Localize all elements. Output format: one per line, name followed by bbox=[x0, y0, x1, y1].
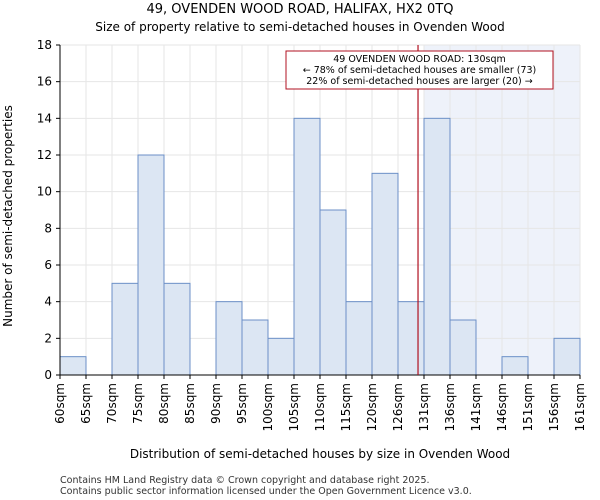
y-tick-label-5: 10 bbox=[37, 185, 52, 199]
bar-156sqm bbox=[553, 337, 581, 376]
y-tick-label-4: 8 bbox=[44, 221, 52, 235]
x-tick-label-156sqm: 156sqm bbox=[547, 383, 561, 431]
x-tick-label-126sqm: 126sqm bbox=[391, 383, 405, 431]
x-tick-label-110sqm: 110sqm bbox=[313, 383, 327, 431]
bar-120sqm bbox=[371, 172, 399, 376]
y-tick-label-6: 12 bbox=[37, 148, 52, 162]
x-tick-label-90sqm: 90sqm bbox=[209, 383, 223, 424]
x-tick-label-75sqm: 75sqm bbox=[131, 383, 145, 424]
x-tick-label-131sqm: 131sqm bbox=[417, 383, 431, 431]
plot-area: 0 2 4 6 8 10 12 14 16 18 60sqm 65sqm 70sqm 75sqm 80sqm… bbox=[37, 38, 587, 431]
bar-60sqm bbox=[59, 356, 87, 376]
x-tick-label-65sqm: 65sqm bbox=[79, 383, 93, 424]
chart-subtitle: Size of property relative to semi-detach… bbox=[95, 20, 504, 34]
bar-100sqm bbox=[267, 337, 295, 376]
x-tick-label-115sqm: 115sqm bbox=[339, 383, 353, 431]
x-tick-label-141sqm: 141sqm bbox=[469, 383, 483, 431]
x-tick-label-151sqm: 151sqm bbox=[521, 383, 535, 431]
x-tick-label-70sqm: 70sqm bbox=[105, 383, 119, 424]
bar-131sqm bbox=[423, 117, 451, 376]
x-tick-label-60sqm: 60sqm bbox=[53, 383, 67, 424]
bar-136sqm bbox=[449, 319, 477, 376]
x-tick-label-80sqm: 80sqm bbox=[157, 383, 171, 424]
x-tick-label-120sqm: 120sqm bbox=[365, 383, 379, 431]
x-tick-label-136sqm: 136sqm bbox=[443, 383, 457, 431]
y-tick-label-2: 4 bbox=[44, 295, 52, 309]
footer-line-1: Contains HM Land Registry data © Crown c… bbox=[60, 475, 430, 486]
annotation-line-2: ← 78% of semi-detached houses are smalle… bbox=[303, 65, 537, 76]
y-tick-label-9: 18 bbox=[37, 38, 52, 52]
bar-80sqm bbox=[163, 282, 191, 376]
x-tick-label-146sqm: 146sqm bbox=[495, 383, 509, 431]
y-tick-label-8: 16 bbox=[37, 75, 52, 89]
x-tick-label-161sqm: 161sqm bbox=[573, 383, 587, 431]
footer-line-2: Contains public sector information licen… bbox=[60, 486, 472, 497]
y-tick-label-0: 0 bbox=[44, 368, 52, 382]
bar-70sqm bbox=[111, 282, 139, 376]
annotation-box bbox=[285, 50, 554, 90]
chart-title: 49, OVENDEN WOOD ROAD, HALIFAX, HX2 0TQ bbox=[146, 2, 453, 17]
y-axis-label: Number of semi-detached properties bbox=[1, 105, 15, 327]
y-tick-label-7: 14 bbox=[37, 111, 52, 125]
bar-110sqm bbox=[319, 209, 347, 376]
bar-90sqm bbox=[215, 301, 243, 376]
y-tick-label-3: 6 bbox=[44, 258, 52, 272]
bar-105sqm bbox=[293, 117, 321, 376]
bar-95sqm bbox=[241, 319, 269, 376]
y-tick-label-1: 2 bbox=[44, 331, 52, 345]
x-axis-label: Distribution of semi-detached houses by … bbox=[130, 447, 510, 461]
annotation-line-1: 49 OVENDEN WOOD ROAD: 130sqm bbox=[333, 54, 505, 65]
bar-146sqm bbox=[501, 356, 529, 376]
x-tick-label-95sqm: 95sqm bbox=[235, 383, 249, 424]
x-tick-label-85sqm: 85sqm bbox=[183, 383, 197, 424]
bar-126sqm bbox=[397, 301, 425, 376]
bar-115sqm bbox=[345, 301, 373, 376]
annotation-line-3: 22% of semi-detached houses are larger (… bbox=[306, 76, 533, 87]
x-tick-label-100sqm: 100sqm bbox=[261, 383, 275, 431]
bar-75sqm bbox=[137, 154, 165, 376]
x-tick-label-105sqm: 105sqm bbox=[287, 383, 301, 431]
